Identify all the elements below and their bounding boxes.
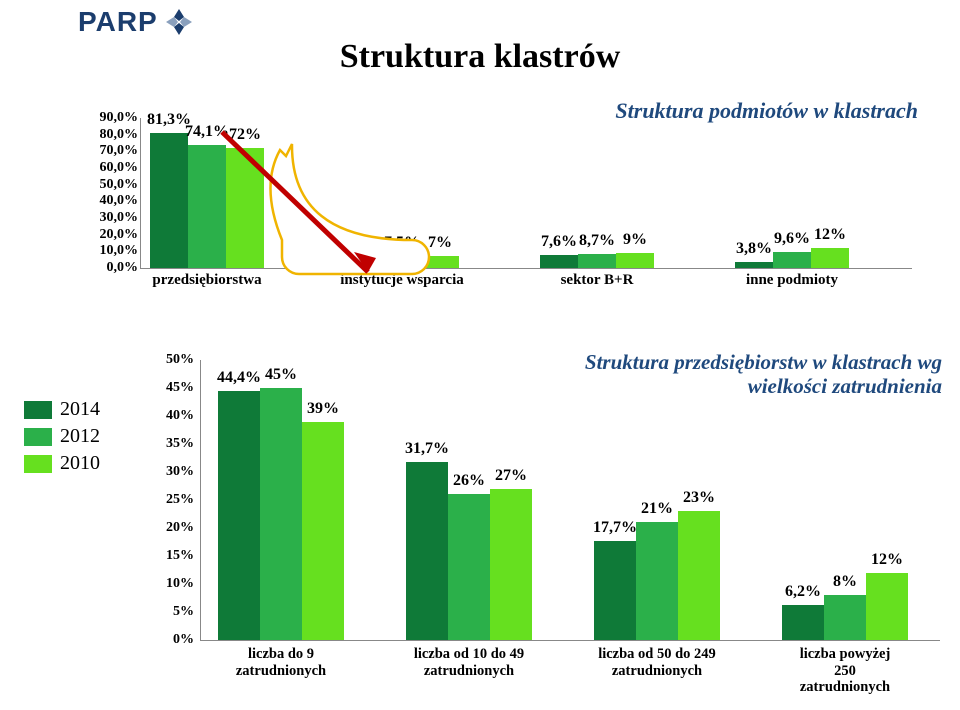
legend-item: 2010	[24, 452, 100, 475]
chart1-bar	[540, 255, 578, 268]
chart2-value-label: 17,7%	[593, 519, 637, 537]
legend-label: 2014	[60, 398, 100, 421]
chart1-y-tick: 70,0%	[78, 143, 138, 159]
logo-text: PARP	[78, 6, 158, 38]
chart2-y-tick: 30%	[150, 464, 194, 480]
chart1-x-axis	[140, 268, 912, 269]
chart1-bar	[578, 254, 616, 269]
chart1-y-tick: 40,0%	[78, 193, 138, 209]
page-title: Struktura klastrów	[340, 38, 621, 76]
chart2-plot-area: 44,4%45% 39% 31,7%26% 27% 17,7%21% 23% 6,2% 8% 1…	[200, 360, 940, 640]
chart2-y-tick: 20%	[150, 520, 194, 536]
logo-mark-icon	[164, 7, 194, 37]
chart1-category-label: inne podmioty	[746, 272, 838, 289]
legend-label: 2010	[60, 452, 100, 475]
chart1-bar	[735, 262, 773, 268]
chart2-value-label: 6,2%	[785, 583, 821, 601]
chart1-value-label: 72%	[229, 126, 261, 144]
chart2-x-axis	[200, 640, 940, 641]
chart2-bar	[866, 573, 908, 640]
chart2-bar	[782, 605, 824, 640]
chart2-bar	[678, 511, 720, 640]
chart1-y-tick: 0,0%	[78, 260, 138, 276]
chart2-bar	[636, 522, 678, 640]
chart1-value-label: 7,3%	[346, 234, 382, 252]
chart1-category-label: sektor B+R	[561, 272, 634, 289]
chart1-y-tick: 30,0%	[78, 210, 138, 226]
chart2-y-tick: 40%	[150, 408, 194, 424]
chart2-value-label: 44,4%	[217, 369, 261, 387]
logo: PARP	[78, 6, 194, 38]
chart2-bar	[218, 391, 260, 640]
chart1-value-label: 7,6%	[541, 233, 577, 251]
chart2-value-label: 12%	[871, 551, 903, 569]
chart2-bar	[448, 494, 490, 640]
page: { "logo": { "text": "PARP" }, "title": "…	[0, 0, 960, 710]
chart1-value-label: 8,7%	[579, 232, 615, 250]
chart1-value-label: 9%	[623, 231, 647, 249]
chart2-value-label: 27%	[495, 467, 527, 485]
chart1-y-tick: 60,0%	[78, 160, 138, 176]
legend-swatch	[24, 428, 52, 446]
chart2-y-tick: 5%	[150, 604, 194, 620]
chart2-category-label: liczba do 9 zatrudnionych	[236, 646, 326, 679]
chart1-category-label: instytucje wsparcia	[340, 272, 463, 289]
chart2-value-label: 31,7%	[405, 440, 449, 458]
chart2-value-label: 45%	[265, 366, 297, 384]
chart2-category-label: liczba od 10 do 49 zatrudnionych	[414, 646, 524, 679]
chart1-category-label: przedsiębiorstwa	[152, 272, 261, 289]
chart2-y-tick: 35%	[150, 436, 194, 452]
chart1-value-label: 3,8%	[736, 240, 772, 258]
legend-item: 2014	[24, 398, 100, 421]
chart1-bar	[773, 252, 811, 268]
legend-swatch	[24, 455, 52, 473]
chart2-y-tick: 10%	[150, 576, 194, 592]
chart1-y-tick: 20,0%	[78, 227, 138, 243]
chart2-value-label: 26%	[453, 472, 485, 490]
chart2-y-tick: 50%	[150, 352, 194, 368]
legend-swatch	[24, 401, 52, 419]
chart1-bar	[188, 145, 226, 269]
chart1-bar	[616, 253, 654, 268]
chart1-bar	[421, 256, 459, 268]
chart1-bar	[150, 133, 188, 269]
chart2-bar	[302, 422, 344, 640]
chart2-category-label: liczba powyżej 250 zatrudnionych	[793, 646, 898, 696]
legend-years: 2014 2012 2010	[24, 398, 100, 479]
chart2-value-label: 39%	[307, 400, 339, 418]
chart2-bar	[260, 388, 302, 640]
chart1-bar	[226, 148, 264, 268]
chart2-bar	[824, 595, 866, 640]
chart1-value-label: 12%	[814, 226, 846, 244]
legend-label: 2012	[60, 425, 100, 448]
chart1-y-tick: 10,0%	[78, 243, 138, 259]
chart1-value-label: 7%	[428, 234, 452, 252]
chart1-y-tick: 50,0%	[78, 177, 138, 193]
chart1-bar	[383, 256, 421, 269]
chart2-y-tick: 25%	[150, 492, 194, 508]
chart2-y-tick: 45%	[150, 380, 194, 396]
chart2-y-tick: 0%	[150, 632, 194, 648]
chart2-category-label: liczba od 50 do 249 zatrudnionych	[598, 646, 716, 679]
chart1-value-label: 7,5%	[384, 234, 420, 252]
chart1-plot-area: 81,3%74,1%72%7,3%7,5%7%7,6%8,7%9%3,8%9,6…	[140, 118, 912, 268]
chart1-y-tick: 90,0%	[78, 110, 138, 126]
legend-item: 2012	[24, 425, 100, 448]
chart1-bar	[345, 256, 383, 268]
chart2-value-label: 8%	[833, 573, 857, 591]
chart2-bar	[490, 489, 532, 640]
chart1-y-tick: 80,0%	[78, 127, 138, 143]
chart-structure-entities: Struktura podmiotów w klastrach 0,0%10,0…	[78, 90, 918, 300]
chart2-bar	[594, 541, 636, 640]
chart2-y-tick: 15%	[150, 548, 194, 564]
chart2-value-label: 21%	[641, 500, 673, 518]
chart1-value-label: 74,1%	[185, 123, 229, 141]
chart2-value-label: 23%	[683, 489, 715, 507]
chart2-bar	[406, 462, 448, 640]
chart1-bar	[811, 248, 849, 268]
chart1-value-label: 9,6%	[774, 230, 810, 248]
chart-structure-companies: Struktura przedsiębiorstw w klastrach wg…	[150, 340, 950, 700]
